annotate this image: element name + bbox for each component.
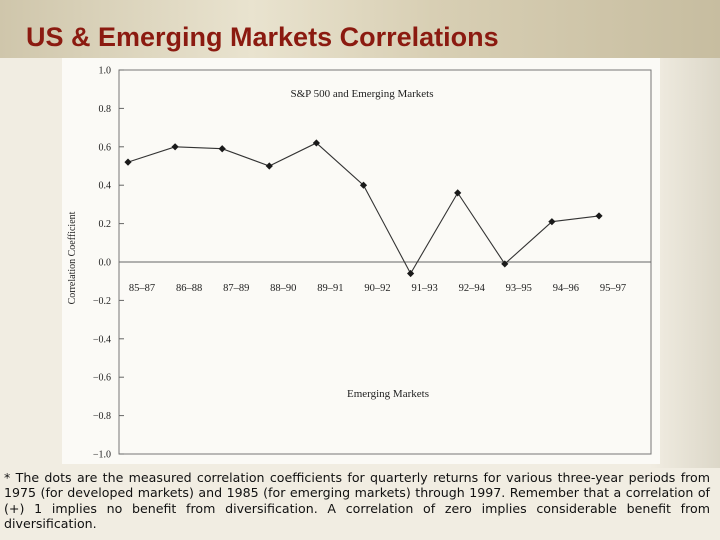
x-tick-label: 90–92 [364,283,390,294]
background-texture [650,58,720,468]
data-point [265,162,273,170]
data-point [124,158,132,166]
x-tick-label: 86–88 [176,283,202,294]
y-axis-ticks: 1.0 0.8 0.6 0.4 0.2 0.0 −0.2 −0.4 −0.6 −0.8 −1.0 [93,66,124,461]
y-tick-label: 0.2 [99,219,112,230]
y-tick-label: −0.4 [93,334,111,345]
chart-title: S&P 500 and Emerging Markets [291,88,434,100]
data-point [359,181,368,189]
x-tick-label: 85–87 [129,283,155,294]
y-tick-label: 0.0 [99,258,112,269]
correlation-line-chart: 1.0 0.8 0.6 0.4 0.2 0.0 −0.2 −0.4 −0.6 −0.8 −1.0 8… [67,66,652,461]
series-line [127,142,600,275]
x-tick-label: 91–93 [411,283,437,294]
series-markers [124,139,603,278]
x-axis-ticks: 85–87 86–88 87–89 88–90 89–91 90–92 91–93 92–94… [129,283,626,294]
y-tick-label: 1.0 [99,66,112,77]
data-point [595,212,603,220]
y-tick-label: −0.2 [93,296,111,307]
y-axis-label: Correlation Coefficient [67,211,78,304]
data-point [407,269,415,278]
y-tick-label: −0.6 [93,373,111,384]
x-tick-label: 88–90 [270,283,296,294]
x-tick-label: 89–91 [317,283,343,294]
data-point [548,218,556,226]
y-tick-label: 0.4 [99,181,112,192]
data-point [312,139,320,147]
x-tick-label: 94–96 [553,283,579,294]
data-point [454,189,462,197]
x-tick-label: 93–95 [506,283,532,294]
x-tick-label: 87–89 [223,283,249,294]
x-tick-label: 92–94 [459,283,486,294]
y-tick-label: 0.6 [99,142,112,153]
y-tick-label: −1.0 [93,450,111,461]
chart-panel: 1.0 0.8 0.6 0.4 0.2 0.0 −0.2 −0.4 −0.6 −0.8 −1.0 8… [62,58,660,464]
y-tick-label: 0.8 [99,104,112,115]
x-tick-label: 95–97 [600,283,626,294]
data-point [171,143,179,151]
data-point [218,145,226,153]
header-band [0,0,720,58]
x-axis-label: Emerging Markets [347,388,429,400]
slide-title: US & Emerging Markets Correlations [26,22,499,52]
y-tick-label: −0.8 [93,411,111,422]
footnote: * The dots are the measured correlation … [4,470,710,531]
